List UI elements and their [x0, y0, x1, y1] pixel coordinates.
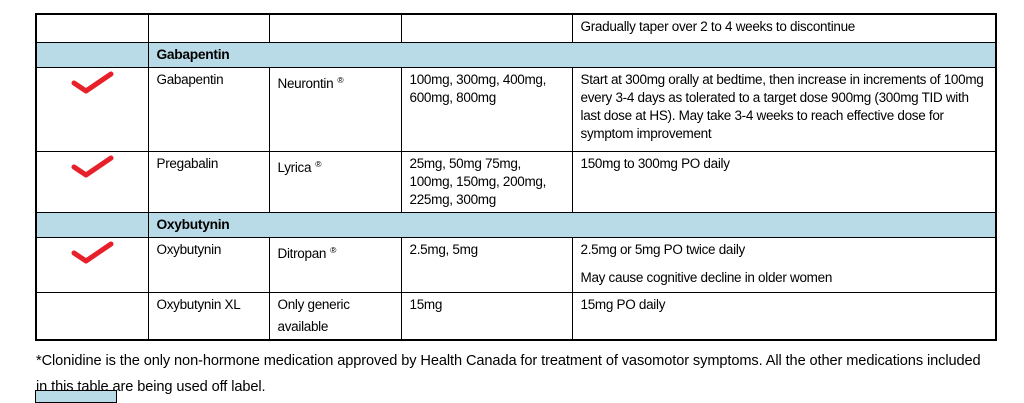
notes-cell: Start at 300mg orally at bedtime, then i…: [571, 66, 997, 152]
brand-name-text: Ditropan: [277, 245, 327, 261]
table-row-oxybutynin: Oxybutynin Ditropan ® 2.5mg, 5mg 2.5mg or…: [35, 236, 997, 293]
registered-trademark-symbol: ®: [337, 74, 344, 85]
section-header-oxybutynin: Oxybutynin: [35, 211, 997, 238]
table-row-gabapentin: Gabapentin Neurontin ® 100mg, 300mg, 400m…: [35, 66, 997, 152]
brand-name-text: Only generic available: [277, 296, 350, 334]
section-title: Gabapentin: [147, 41, 997, 68]
brand-name-cell: Only generic available: [268, 291, 402, 340]
continuation-note-text: Gradually taper over 2 to 4 weeks to dis…: [580, 19, 856, 34]
section-title: Oxybutynin: [147, 211, 997, 238]
doses-cell: 2.5mg, 5mg: [400, 236, 573, 293]
doses-cell: 15mg: [400, 291, 573, 340]
red-checkmark-icon: [71, 155, 114, 177]
check-cell: [35, 150, 149, 213]
brand-name-cell: Ditropan ®: [268, 236, 402, 293]
check-cell: [35, 236, 149, 293]
brand-name-cell: Neurontin ®: [268, 66, 402, 152]
doses-cell: 25mg, 50mg 75mg, 100mg, 150mg, 200mg, 22…: [400, 150, 573, 213]
red-checkmark-icon: [71, 71, 114, 93]
registered-trademark-symbol: ®: [330, 244, 337, 255]
next-table-header-sliver: [35, 390, 117, 403]
notes-text: Start at 300mg orally at bedtime, then i…: [580, 71, 984, 141]
check-cell: [35, 13, 149, 43]
brand-name-cell: Lyrica ®: [268, 150, 402, 213]
notes-warning-text: May cause cognitive decline in older wom…: [580, 269, 833, 285]
registered-trademark-symbol: ®: [315, 158, 322, 169]
notes-cell: Gradually taper over 2 to 4 weeks to dis…: [571, 13, 997, 43]
section-header-gabapentin: Gabapentin: [35, 41, 997, 68]
brand-name-text: Lyrica: [277, 159, 312, 175]
generic-name-cell: [147, 13, 270, 43]
generic-name-cell: Pregabalin: [147, 150, 270, 213]
medication-table: Gradually taper over 2 to 4 weeks to dis…: [35, 13, 997, 341]
notes-text: 2.5mg or 5mg PO twice daily: [580, 241, 746, 257]
section-band-check-cell: [35, 211, 149, 238]
section-band-check-cell: [35, 41, 149, 68]
check-cell: [35, 66, 149, 152]
notes-cell: 15mg PO daily: [571, 291, 997, 340]
notes-cell: 2.5mg or 5mg PO twice daily May cause co…: [571, 236, 997, 293]
notes-text: 15mg PO daily: [580, 296, 666, 312]
generic-name-cell: Oxybutynin XL: [147, 291, 270, 340]
notes-text: 150mg to 300mg PO daily: [580, 155, 730, 171]
table-row-pregabalin: Pregabalin Lyrica ® 25mg, 50mg 75mg, 100m…: [35, 150, 997, 213]
red-checkmark-icon: [71, 241, 114, 263]
generic-name-cell: Oxybutynin: [147, 236, 270, 293]
doses-cell: 100mg, 300mg, 400mg, 600mg, 800mg: [400, 66, 573, 152]
check-cell: [35, 291, 149, 340]
generic-name-cell: Gabapentin: [147, 66, 270, 152]
table-row-continuation: Gradually taper over 2 to 4 weeks to dis…: [35, 13, 997, 43]
brand-name-text: Neurontin: [277, 75, 334, 91]
notes-cell: 150mg to 300mg PO daily: [571, 150, 997, 213]
table-row-oxybutynin-xl: Oxybutynin XL Only generic available 15m…: [35, 291, 997, 340]
brand-name-cell: [268, 13, 402, 43]
doses-cell: [400, 13, 573, 43]
clonidine-footnote: *Clonidine is the only non-hormone medic…: [36, 352, 981, 395]
